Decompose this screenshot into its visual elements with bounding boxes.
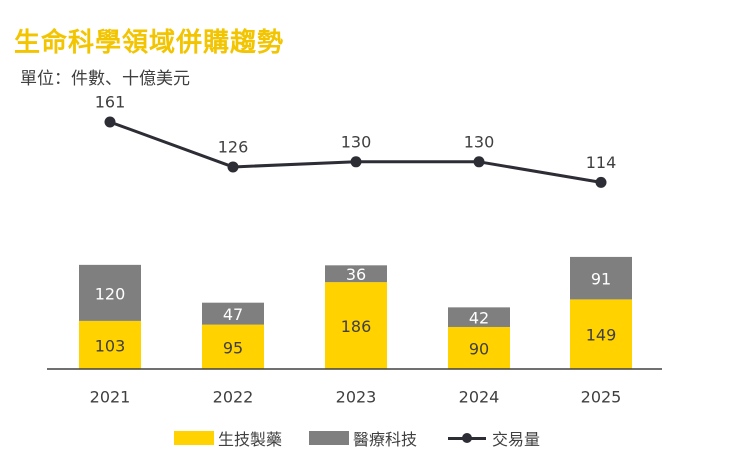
- bar-medtech-2021: [79, 264, 141, 321]
- line-point-2024: [473, 156, 485, 168]
- x-tick-2022: 2022: [213, 388, 254, 407]
- label-biopharma-2022: 95: [223, 338, 243, 357]
- x-tick-2024: 2024: [459, 388, 500, 407]
- line-label-2024: 130: [464, 132, 495, 151]
- line-label-2025: 114: [586, 153, 617, 172]
- legend-swatch-medtech: [309, 431, 349, 445]
- bar-biopharma-2024: [448, 326, 510, 369]
- label-medtech-2023: 36: [346, 265, 366, 284]
- label-biopharma-2021: 103: [95, 336, 126, 355]
- label-biopharma-2025: 149: [586, 326, 617, 345]
- bar-medtech-2023: [325, 265, 387, 283]
- chart-subtitle: 單位：件數、十億美元: [20, 69, 190, 89]
- x-tick-2021: 2021: [90, 388, 131, 407]
- bar-biopharma-2021: [79, 320, 141, 369]
- line-point-2023: [350, 156, 362, 168]
- legend-swatch-biopharma: [174, 431, 214, 445]
- x-tick-2023: 2023: [336, 388, 377, 407]
- line-series-volume: [109, 120, 602, 184]
- bar-biopharma-2023: [325, 282, 387, 369]
- label-biopharma-2023: 186: [341, 317, 372, 336]
- label-medtech-2021: 120: [95, 284, 126, 303]
- legend-label-volume: 交易量: [492, 430, 541, 449]
- legend-item-volume: 交易量: [448, 424, 540, 452]
- chart-title: 生命科學領域併購趨勢: [14, 28, 285, 58]
- legend-line-key: [448, 431, 486, 445]
- legend-line-dot: [462, 433, 472, 443]
- line-label-2022: 126: [218, 137, 249, 156]
- label-medtech-2024: 42: [469, 309, 489, 328]
- legend-label-biopharma: 生技製藥: [218, 430, 283, 449]
- bar-medtech-2024: [448, 307, 510, 327]
- bar-biopharma-2022: [202, 324, 264, 369]
- legend-item-biopharma: 生技製藥: [174, 424, 282, 452]
- label-medtech-2025: 91: [591, 270, 611, 289]
- legend: 生技製藥 醫療科技 交易量: [0, 424, 733, 452]
- x-tick-2025: 2025: [581, 388, 622, 407]
- line-point-2022: [227, 161, 239, 173]
- axis-layer: 2021 2022 2023 2024 2025: [47, 368, 662, 407]
- label-medtech-2022: 47: [223, 305, 243, 324]
- line-point-2025: [595, 176, 607, 188]
- bar-biopharma-2025: [570, 299, 632, 369]
- line-label-2023: 130: [341, 132, 372, 151]
- line-point-2021: [104, 116, 116, 128]
- bar-medtech-2025: [570, 256, 632, 300]
- line-layer: [104, 116, 607, 188]
- label-biopharma-2024: 90: [469, 339, 489, 358]
- legend-item-medtech: 醫療科技: [309, 424, 417, 452]
- bars-layer: [79, 256, 632, 369]
- line-label-2021: 161: [95, 93, 126, 112]
- bar-medtech-2022: [202, 302, 264, 325]
- labels-layer: 103 120 95 47 186 36 90 42 149 91 161 126 130 130 114: [95, 93, 617, 359]
- legend-label-medtech: 醫療科技: [353, 430, 418, 449]
